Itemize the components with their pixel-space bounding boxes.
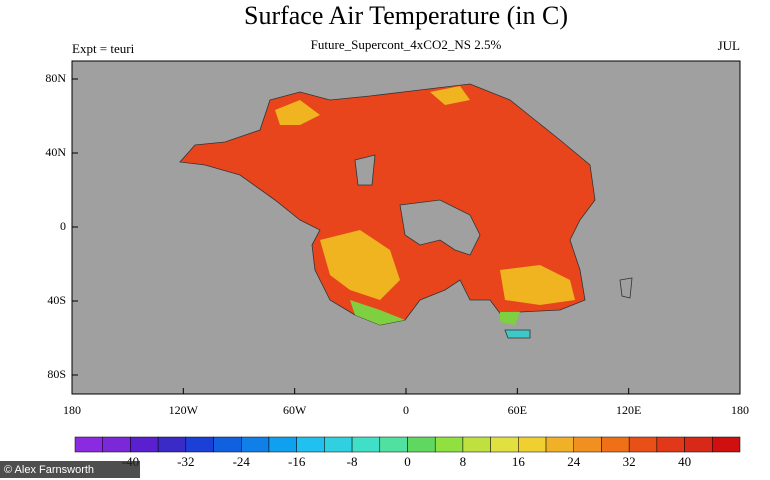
colorbar-swatch <box>213 436 242 453</box>
colorbar-swatch <box>434 436 464 453</box>
colorbar-swatch <box>573 436 602 453</box>
lon-axis: 180 120W 60W 0 60E 120E 180 <box>63 388 749 417</box>
colorbar-swatch <box>628 436 658 453</box>
title: Surface Air Temperature (in C) <box>244 1 568 30</box>
credit-bg <box>0 461 140 478</box>
lon-label: 60W <box>283 403 307 417</box>
colorbar-label: -8 <box>347 454 358 469</box>
land-coast <box>350 300 520 325</box>
island-outline <box>619 277 633 299</box>
credit: © Alex Farnsworth <box>4 464 94 476</box>
colorbar-label: -32 <box>177 454 194 469</box>
colorbar-swatch <box>545 436 575 453</box>
lon-label: 60E <box>508 403 527 417</box>
lat-label: 40N <box>45 145 66 159</box>
colorbar-label: -24 <box>233 454 251 469</box>
colorbar-swatch <box>74 436 103 453</box>
lon-label: 180 <box>63 403 81 417</box>
colorbar-swatch <box>490 436 519 453</box>
subtitle: Future_Supercont_4xCO2_NS 2.5% <box>311 37 502 52</box>
colorbar-label: 32 <box>623 454 636 469</box>
colorbar-swatch <box>656 436 685 453</box>
colorbar-swatch <box>324 436 353 453</box>
colorbar-swatch <box>241 436 270 453</box>
colorbar-label: 8 <box>460 454 467 469</box>
colorbar-swatch <box>518 436 547 453</box>
colorbar-swatch <box>130 436 159 453</box>
land-warm <box>179 83 596 326</box>
lon-label: 120E <box>616 403 641 417</box>
lat-axis: 80N 40N 0 40S 80S <box>45 71 78 381</box>
island <box>504 329 531 339</box>
colorbar-swatch <box>351 436 381 453</box>
colorbar-swatch <box>296 436 325 453</box>
colorbar-label: -16 <box>288 454 306 469</box>
colorbar-swatch <box>601 436 630 453</box>
lon-label: 180 <box>731 403 749 417</box>
lat-label: 0 <box>60 219 66 233</box>
month-label: JUL <box>718 38 740 53</box>
colorbar-swatch <box>379 436 408 453</box>
colorbar-swatch <box>157 436 187 453</box>
colorbar-swatch <box>684 436 713 453</box>
land-cool <box>275 86 575 305</box>
colorbar-swatch <box>462 436 491 453</box>
lon-label: 120W <box>169 403 199 417</box>
colorbar-swatch <box>185 436 214 453</box>
colorbar-label: 24 <box>567 454 581 469</box>
colorbar-label: 0 <box>404 454 411 469</box>
lat-label: 40S <box>47 293 66 307</box>
colorbar-label: 16 <box>512 454 526 469</box>
colorbar-swatch <box>268 436 297 453</box>
colorbar-swatch <box>407 436 436 453</box>
colorbar-label: 40 <box>678 454 691 469</box>
colorbar-swatch <box>102 436 131 453</box>
colorbar-swatch <box>712 436 741 453</box>
map <box>71 60 741 395</box>
lat-label: 80S <box>47 367 66 381</box>
lon-label: 0 <box>403 403 409 417</box>
lat-label: 80N <box>45 71 66 85</box>
experiment-label: Expt = teuri <box>72 41 135 56</box>
